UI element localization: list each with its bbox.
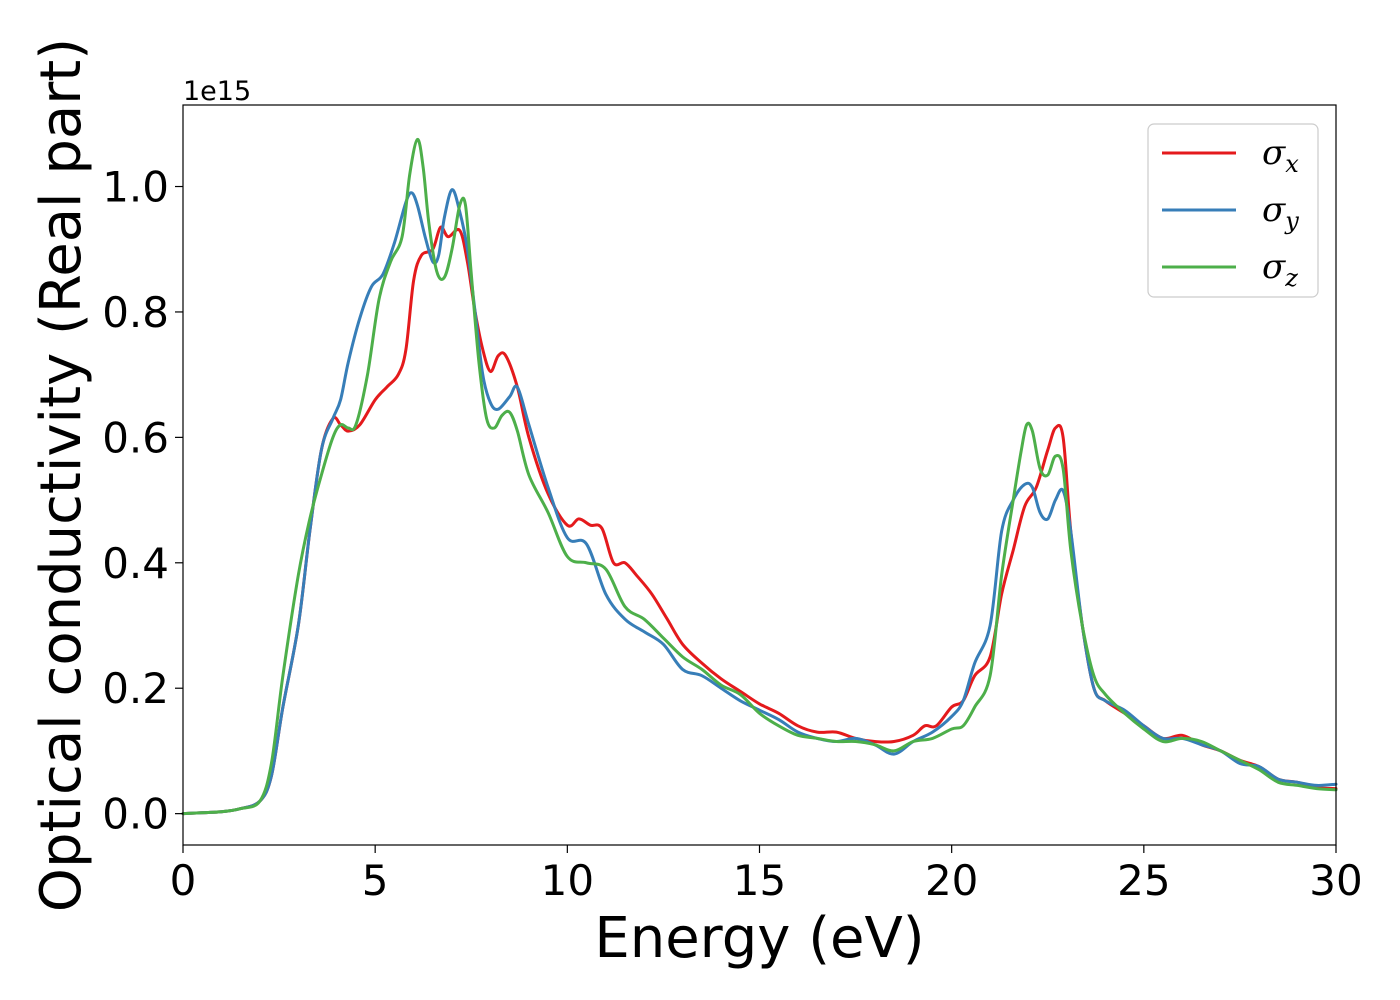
- y-axis-label: Optical conductivity (Real part): [29, 38, 94, 912]
- x-tick-label: 30: [1309, 856, 1362, 905]
- x-axis-label: Energy (eV): [594, 906, 924, 971]
- y-tick-label: 0.8: [102, 288, 169, 337]
- x-tick-label: 5: [362, 856, 389, 905]
- x-tick-label: 10: [541, 856, 594, 905]
- y-axis-ticks: 0.0 0.2 0.4 0.6 0.8 1.0: [102, 163, 183, 839]
- x-tick-label: 20: [925, 856, 978, 905]
- series-layer: [181, 137, 1338, 816]
- x-tick-label: 15: [733, 856, 786, 905]
- x-axis-ticks: 0 5 10 15 20 25 30: [170, 845, 1363, 905]
- x-tick-label: 25: [1117, 856, 1170, 905]
- x-tick-label: 0: [170, 856, 197, 905]
- y-tick-label: 0.6: [102, 413, 169, 462]
- plot-area: [183, 105, 1336, 845]
- y-tick-label: 1.0: [102, 163, 169, 212]
- y-tick-label: 0.2: [102, 664, 169, 713]
- y-tick-label: 0.4: [102, 539, 169, 588]
- y-offset-label: 1e15: [183, 76, 251, 107]
- y-tick-label: 0.0: [102, 790, 169, 839]
- series-line-sigma-z: [181, 137, 1338, 816]
